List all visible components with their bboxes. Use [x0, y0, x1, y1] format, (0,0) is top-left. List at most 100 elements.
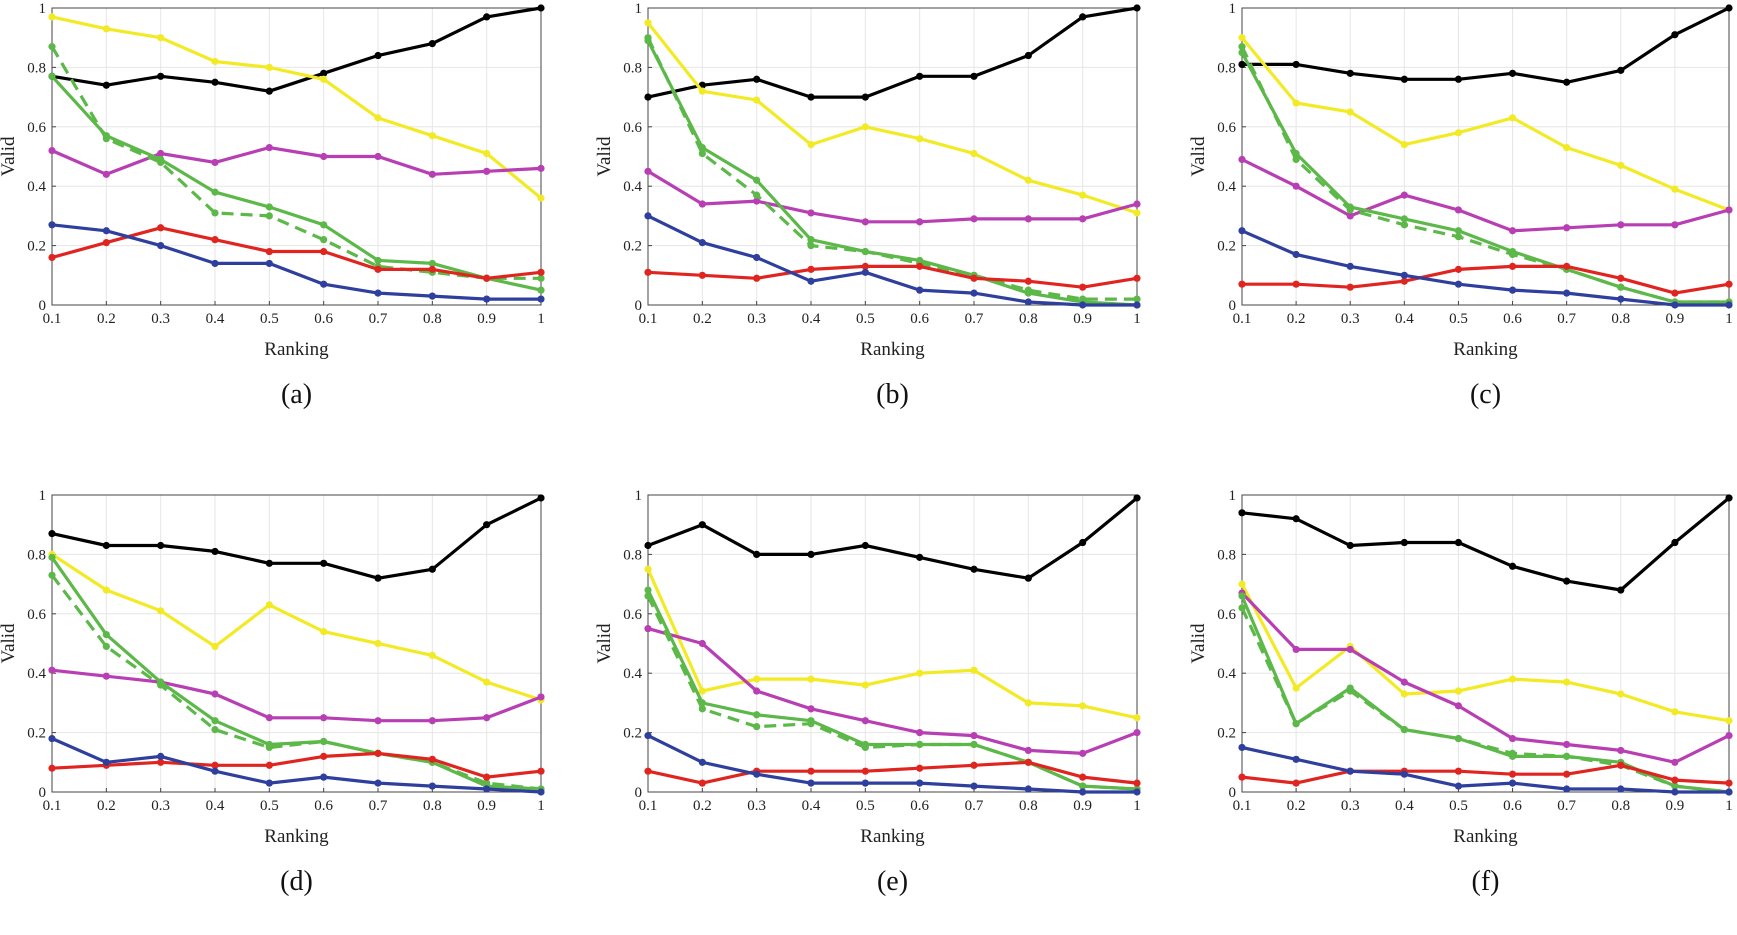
data-point-green-dashed	[753, 191, 761, 199]
x-tick-label: 0.6	[910, 798, 929, 814]
series-line-black	[1241, 496, 1731, 592]
data-point-yellow	[1292, 684, 1300, 692]
y-tick-label: 0.4	[623, 179, 642, 195]
data-point-yellow	[1563, 678, 1571, 686]
data-point-magenta	[211, 690, 219, 698]
data-point-black	[483, 521, 491, 529]
data-point-magenta	[698, 639, 706, 648]
data-point-black	[970, 72, 978, 80]
data-point-black	[807, 550, 815, 559]
x-tick-label: 0.5	[856, 311, 875, 327]
data-point-blue	[537, 788, 545, 796]
series-magenta	[48, 143, 545, 178]
data-point-green-solid	[1563, 752, 1571, 760]
data-point-blue	[1079, 788, 1087, 796]
data-point-green-solid	[157, 155, 165, 164]
data-point-black	[644, 541, 652, 550]
series-yellow	[644, 565, 1141, 722]
series-black	[1238, 4, 1733, 86]
x-tick-label: 0.2	[693, 798, 712, 814]
series-black	[644, 4, 1141, 101]
data-point-green-solid	[753, 711, 761, 719]
series-line-blue	[51, 737, 542, 794]
series-line-black	[647, 496, 1139, 580]
panel-caption: (b)	[876, 379, 909, 410]
data-point-red	[1133, 274, 1141, 282]
data-point-yellow	[102, 25, 110, 33]
series-line-green-dashed	[1240, 45, 1729, 304]
y-tick-label: 1	[39, 1, 47, 17]
chart-panel-1: 0.1 0.2 0.3 0.4 0.5 0.6 0.7 0.8 0.9 1 0 0.2 0.4 0.6 0.…	[0, 1, 545, 410]
x-tick-label: 0.4	[802, 798, 821, 814]
data-point-black	[1508, 562, 1517, 570]
plot-frame	[51, 7, 542, 306]
data-point-yellow	[157, 607, 165, 615]
data-point-yellow	[698, 687, 706, 695]
chart-panel-3: 0.1 0.2 0.3 0.4 0.5 0.6 0.7 0.8 0.9 1 0 0.2 0.4 0.6 0.…	[1188, 1, 1733, 410]
y-tick-label: 0.4	[1217, 179, 1236, 195]
data-point-yellow	[1079, 702, 1087, 710]
data-point-green-dashed	[48, 571, 56, 579]
data-point-black	[753, 75, 761, 83]
data-point-red	[1238, 773, 1246, 781]
series-line-magenta	[51, 146, 542, 176]
data-point-black	[1024, 51, 1032, 60]
x-tick-label: 0.2	[693, 311, 712, 327]
data-point-green-solid	[428, 259, 436, 268]
data-point-red	[807, 767, 815, 775]
data-point-magenta	[916, 218, 924, 226]
data-point-red	[374, 749, 382, 757]
data-point-magenta	[1292, 645, 1300, 654]
x-tick-label: 0.3	[747, 311, 766, 327]
y-tick-label: 0.2	[1217, 239, 1236, 255]
series-blue	[1238, 227, 1733, 309]
data-point-red	[320, 247, 328, 256]
data-point-black	[1617, 586, 1625, 594]
x-tick-label: 0.8	[1611, 798, 1630, 814]
data-point-black	[1400, 75, 1408, 83]
data-point-yellow	[1617, 690, 1625, 698]
series-line-blue	[647, 214, 1137, 307]
data-point-red	[1563, 262, 1571, 270]
data-point-blue	[1508, 286, 1517, 294]
panel-caption: (a)	[281, 379, 312, 410]
data-point-blue	[211, 259, 219, 268]
x-tick-label: 0.7	[965, 798, 984, 814]
series-blue	[644, 212, 1141, 309]
y-tick-label: 0.8	[623, 60, 642, 76]
data-point-black	[916, 553, 924, 561]
data-point-magenta	[1024, 746, 1032, 755]
data-point-red	[1725, 779, 1733, 787]
data-point-black	[102, 81, 110, 89]
series-line-red	[647, 760, 1138, 785]
series-line-red	[1242, 264, 1730, 295]
data-point-red	[48, 253, 56, 262]
data-point-yellow	[1454, 129, 1463, 137]
data-point-magenta	[483, 714, 491, 722]
data-point-blue	[916, 779, 924, 787]
data-point-yellow	[970, 666, 978, 674]
data-point-blue	[102, 758, 110, 766]
data-point-green-solid	[1238, 592, 1246, 600]
y-axis-label: Valid	[594, 623, 615, 664]
data-point-green-dashed	[698, 705, 706, 713]
data-point-black	[698, 521, 706, 529]
series-line-yellow	[1240, 583, 1730, 723]
data-point-green-solid	[644, 37, 652, 45]
x-tick-label: 0.1	[639, 311, 658, 327]
data-point-magenta	[1671, 221, 1679, 229]
data-point-black	[916, 72, 924, 80]
data-point-red	[861, 767, 869, 775]
data-point-green-dashed	[1454, 233, 1463, 241]
data-point-black	[428, 565, 436, 573]
data-point-green-solid	[537, 286, 545, 294]
data-point-green-solid	[1508, 247, 1517, 256]
data-point-yellow	[1292, 99, 1300, 107]
data-point-black	[157, 72, 165, 80]
data-point-red	[102, 239, 110, 247]
data-point-green-solid	[102, 630, 110, 639]
data-point-blue	[537, 295, 545, 303]
series-line-red	[51, 226, 542, 280]
data-point-yellow	[428, 132, 436, 140]
data-point-blue	[1292, 755, 1300, 763]
